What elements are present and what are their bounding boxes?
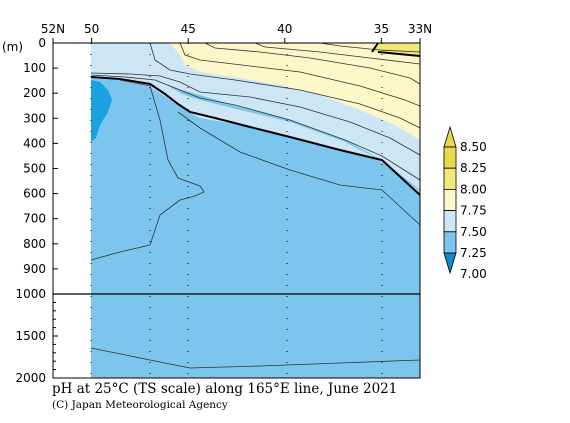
x-tick-label: 35 [374,22,389,36]
y-tick-label: 600 [23,187,46,201]
colorbar-label: 8.50 [460,140,487,154]
colorbar-label: 7.25 [460,246,487,260]
colorbar-segment [443,146,457,169]
x-tick-label: 33N [408,22,432,36]
no-data-zone [53,43,91,378]
colorbar-label: 8.25 [460,161,487,175]
station-lines [90,43,383,378]
colorbar-label: 7.75 [460,204,487,218]
chart-credit: (C) Japan Meteorological Agency [52,399,228,411]
colorbar-label: 7.00 [460,267,487,281]
band-7-75-8-00 [150,43,420,140]
y-tick-label: 300 [23,111,46,125]
depth-unit-label: (m) [2,40,23,54]
y-tick-label: 700 [23,212,46,226]
left-axis: 0 100 200 300 400 500 600 700 800 900 1000 1500 2000 [15,36,58,385]
plot-frame [52,42,421,379]
colorbar-label: 7.50 [460,225,487,239]
y-tick-label: 2000 [15,371,46,385]
top-axis: 52N 50 45 40 35 33N [41,22,432,43]
y-tick-label: 1500 [15,329,46,343]
y-tick-label: 100 [23,61,46,75]
colorbar-top-arrow [443,125,457,148]
colorbar: 8.50 8.25 8.00 7.75 7.50 7.25 7.00 [443,125,487,281]
colorbar-segment [443,188,457,211]
band-7-00-7-25-patch [91,80,112,142]
chart-caption: pH at 25°C (TS scale) along 165°E line, … [52,381,397,397]
x-tick-label: 40 [277,22,292,36]
contour-deep [90,347,420,369]
y-tick-label: 400 [23,136,46,150]
colorbar-bottom-arrow [443,252,457,275]
x-tick-label: 45 [181,22,196,36]
y-tick-label: 800 [23,237,46,251]
colorbar-segment [443,231,457,254]
colorbar-segment [443,167,457,190]
colorbar-label: 8.00 [460,182,487,196]
colorbar-segment [443,210,457,233]
y-tick-label: 500 [23,162,46,176]
y-tick-label: 200 [23,86,46,100]
contour-7-50 [90,76,420,196]
y-tick-label: 0 [38,36,46,50]
thin-contours [90,43,420,261]
x-tick-label: 50 [84,22,99,36]
x-tick-label: 52N [41,22,65,36]
y-tick-label: 1000 [15,287,46,301]
y-tick-label: 900 [23,262,46,276]
